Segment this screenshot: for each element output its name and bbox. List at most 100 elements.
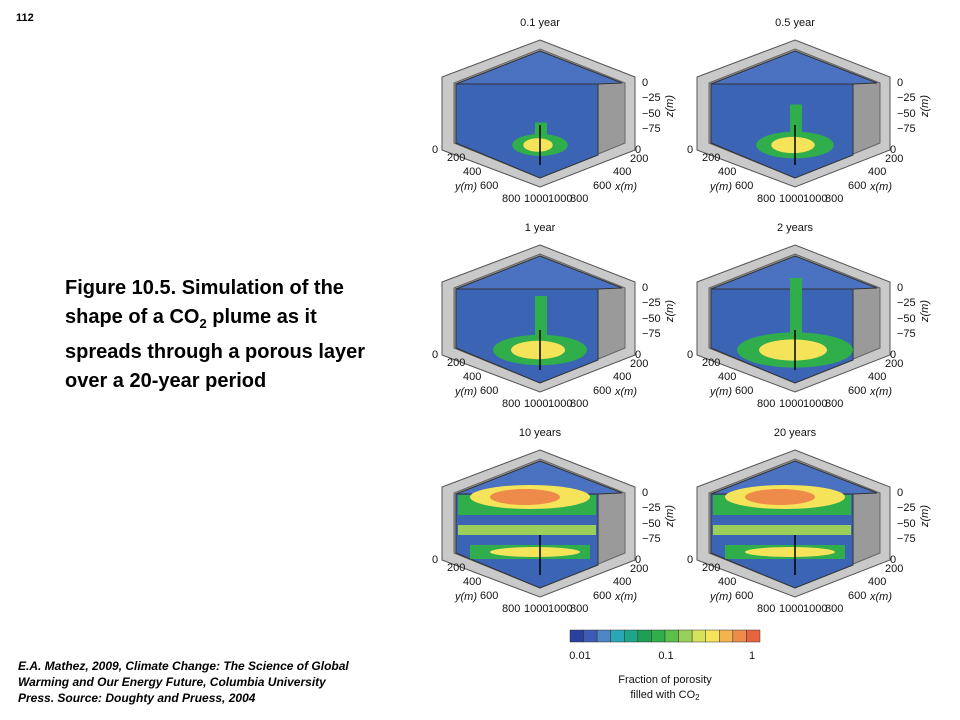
y-tick-label: 400 — [718, 166, 736, 178]
plume — [490, 547, 580, 557]
x-tick-label: 1000 — [803, 603, 827, 615]
z-tick-label: −50 — [642, 313, 661, 325]
y-axis-label: y(m) — [454, 181, 477, 193]
colorbar-tick-label: 0.01 — [569, 650, 590, 662]
cube-back — [710, 83, 854, 179]
y-tick-label: 200 — [447, 562, 465, 574]
x-tick-label: 800 — [825, 603, 843, 615]
y-tick-label: 200 — [702, 357, 720, 369]
y-tick-label: 800 — [757, 398, 775, 410]
x-tick-label: 200 — [630, 358, 648, 370]
z-tick-label: 0 — [897, 282, 903, 294]
x-tick-label: 1000 — [548, 398, 572, 410]
plume — [490, 489, 560, 505]
z-tick-label: −50 — [642, 518, 661, 530]
z-tick-label: −25 — [897, 502, 916, 514]
y-tick-label: 800 — [757, 193, 775, 205]
colorbar-swatch — [569, 629, 584, 643]
y-tick-label: 600 — [735, 385, 753, 397]
x-tick-label: 0 — [890, 349, 896, 361]
z-tick-label: −75 — [642, 328, 661, 340]
panel-title: 2 years — [777, 222, 814, 234]
y-tick-label: 600 — [735, 180, 753, 192]
plume — [745, 489, 815, 505]
panel-title: 0.5 year — [775, 17, 815, 29]
z-tick-label: −75 — [642, 533, 661, 545]
x-tick-label: 200 — [630, 563, 648, 575]
colorbar-tick-label: 0.1 — [658, 650, 673, 662]
z-axis-label: z(m) — [664, 95, 676, 118]
x-tick-label: 400 — [868, 576, 886, 588]
z-tick-label: −25 — [897, 92, 916, 104]
plume — [771, 136, 815, 154]
x-axis-label: x(m) — [614, 591, 637, 603]
z-axis-label: z(m) — [919, 300, 931, 323]
colorbar-swatch — [596, 629, 611, 643]
x-tick-label: 400 — [868, 371, 886, 383]
x-tick-label: 600 — [593, 385, 611, 397]
z-tick-label: −50 — [897, 313, 916, 325]
y-tick-label: 1000 — [779, 398, 803, 410]
colorbar-swatch — [746, 629, 761, 643]
x-axis-label: x(m) — [869, 386, 892, 398]
z-axis-label: z(m) — [664, 300, 676, 323]
y-tick-label: 400 — [718, 576, 736, 588]
y-tick-label: 200 — [447, 357, 465, 369]
z-tick-label: −25 — [642, 297, 661, 309]
y-axis-label: y(m) — [454, 591, 477, 603]
y-tick-label: 600 — [480, 180, 498, 192]
page-number: 112 — [16, 12, 34, 24]
y-tick-label: 200 — [702, 152, 720, 164]
x-axis-label: x(m) — [869, 181, 892, 193]
x-tick-label: 800 — [825, 193, 843, 205]
x-tick-label: 600 — [593, 590, 611, 602]
y-tick-label: 400 — [463, 371, 481, 383]
caption-sub: 2 — [199, 316, 207, 331]
colorbar-swatch — [705, 629, 720, 643]
x-tick-label: 400 — [868, 166, 886, 178]
colorbar-swatch — [719, 629, 734, 643]
y-tick-label: 800 — [502, 193, 520, 205]
y-tick-label: 0 — [687, 349, 693, 361]
z-axis-label: z(m) — [919, 95, 931, 118]
z-tick-label: 0 — [642, 77, 648, 89]
cube-top — [455, 50, 623, 85]
z-tick-label: −75 — [897, 533, 916, 545]
x-tick-label: 200 — [885, 563, 903, 575]
y-tick-label: 0 — [687, 554, 693, 566]
x-tick-label: 200 — [630, 153, 648, 165]
x-tick-label: 600 — [848, 590, 866, 602]
y-tick-label: 400 — [463, 166, 481, 178]
x-tick-label: 0 — [635, 554, 641, 566]
x-tick-label: 600 — [848, 385, 866, 397]
x-tick-label: 800 — [570, 603, 588, 615]
x-tick-label: 800 — [825, 398, 843, 410]
colorbar-label: Fraction of porosity — [618, 674, 712, 686]
z-tick-label: −25 — [897, 297, 916, 309]
panel-title: 0.1 year — [520, 17, 560, 29]
panel-title: 20 years — [774, 427, 817, 439]
y-tick-label: 600 — [480, 385, 498, 397]
cube-back — [455, 83, 599, 179]
colorbar-swatch — [651, 629, 666, 643]
citation: E.A. Mathez, 2009, Climate Change: The S… — [18, 659, 349, 705]
y-tick-label: 600 — [480, 590, 498, 602]
y-tick-label: 0 — [432, 349, 438, 361]
plume — [458, 525, 596, 535]
colorbar-label-sub: 2 — [695, 693, 700, 702]
panel-title: 1 year — [525, 222, 556, 234]
x-tick-label: 1000 — [548, 603, 572, 615]
z-tick-label: −50 — [897, 518, 916, 530]
y-tick-label: 800 — [502, 603, 520, 615]
z-tick-label: 0 — [642, 487, 648, 499]
caption-text: plume as it spreads through a porous lay… — [65, 306, 366, 392]
colorbar-swatch — [610, 629, 625, 643]
panel-title: 10 years — [519, 427, 562, 439]
cube-top — [455, 255, 623, 290]
colorbar-swatch — [678, 629, 693, 643]
plume — [790, 278, 802, 350]
z-axis-label: z(m) — [664, 505, 676, 528]
